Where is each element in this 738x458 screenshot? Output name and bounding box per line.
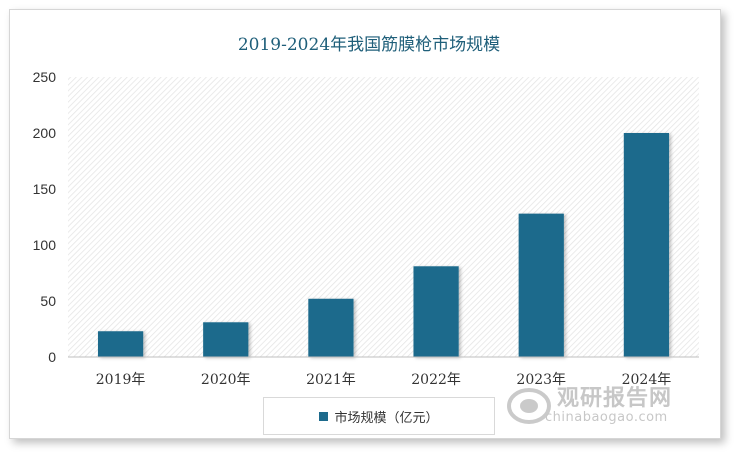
chart-title: 2019-2024年我国筋膜枪市场规模 [237,35,501,55]
x-tick-label: 2024年 [622,372,672,388]
x-tick-label: 2021年 [306,372,356,388]
legend: 市场规模（亿元） [263,397,495,435]
y-tick-label: 50 [40,293,56,309]
y-tick-label: 250 [33,69,57,85]
bar [308,298,354,357]
plot-area-background [68,77,699,357]
x-axis: 2019年 2020年 2021年 2022年 2023年 2024年 [68,356,699,388]
y-tick-label: 150 [33,181,57,197]
bar [203,322,249,357]
bar [97,331,144,357]
bars [97,133,670,357]
legend-swatch [319,411,329,421]
bar [623,133,670,357]
x-tick-label: 2022年 [411,372,461,388]
x-tick-label: 2019年 [96,372,146,388]
x-tick-label: 2023年 [516,372,566,388]
bar [518,213,564,357]
y-tick-label: 100 [33,237,57,253]
x-tick-label: 2020年 [201,372,251,388]
y-tick-label: 0 [48,349,56,365]
legend-label: 市场规模（亿元） [334,410,439,426]
y-axis: 0 50 100 150 200 250 [33,69,57,365]
y-tick-label: 200 [33,125,57,141]
bar [413,266,459,357]
